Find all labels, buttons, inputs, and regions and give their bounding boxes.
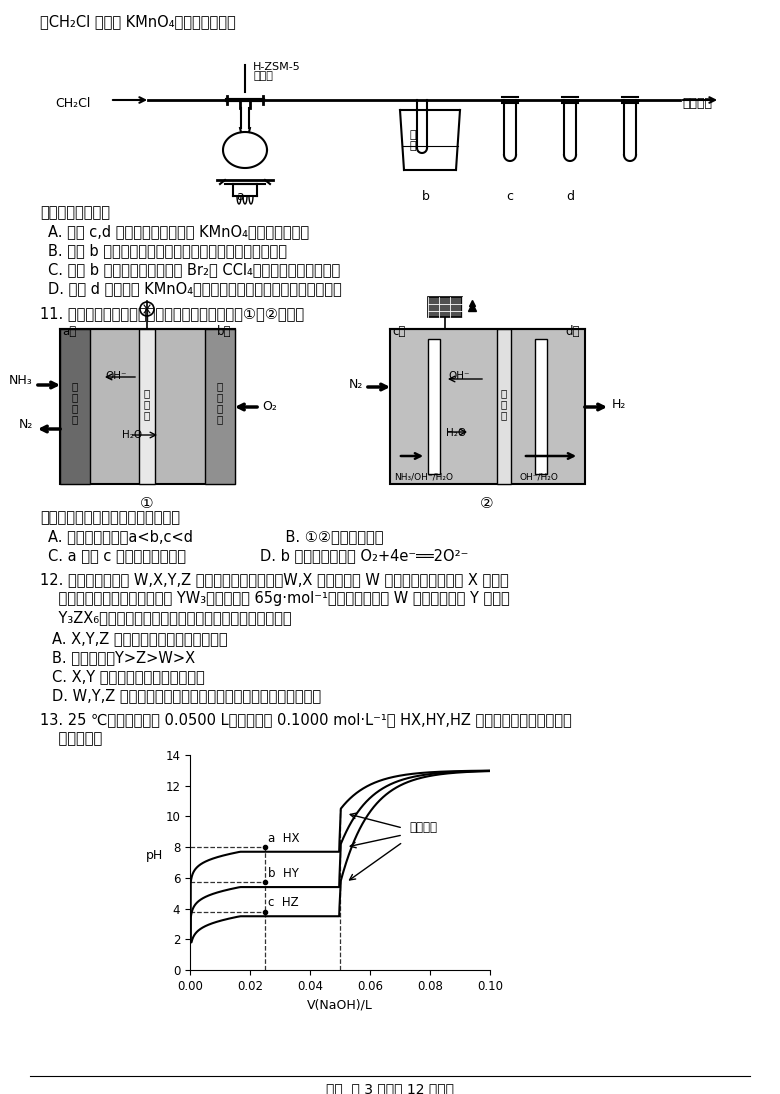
Text: 化: 化 [72,392,78,401]
Text: c极: c极 [392,325,406,338]
Text: NH₃/OH⁻/H₂O: NH₃/OH⁻/H₂O [394,472,453,481]
Text: 换: 换 [501,399,507,409]
Text: a极: a极 [62,325,76,338]
Text: Y₃ZX₆是冶炼铝工业中常用的助熔剂。下列说法错误的是: Y₃ZX₆是冶炼铝工业中常用的助熔剂。下列说法错误的是 [40,610,292,625]
Text: OH⁻: OH⁻ [448,371,470,381]
Text: 外层电子数相等；固态化合物 YW₃（摩尔质量 65g·mol⁻¹）受撞击时生成 W 的单质气体和 Y 单质；: 外层电子数相等；固态化合物 YW₃（摩尔质量 65g·mol⁻¹）受撞击时生成 … [40,591,510,606]
Text: 换: 换 [144,399,150,409]
Text: ①: ① [140,496,154,511]
Text: 分子筛: 分子筛 [253,71,273,81]
Text: 下列说法正确的是: 下列说法正确的是 [40,205,110,220]
Text: 冷: 冷 [410,130,417,140]
Text: C. 装置 b 试管中液态物质滴入 Br₂的 CCl₄溶液，会出现分层现象: C. 装置 b 试管中液态物质滴入 Br₂的 CCl₄溶液，会出现分层现象 [48,261,340,277]
Text: B. 原子半径：Y>Z>W>X: B. 原子半径：Y>Z>W>X [52,650,195,665]
Bar [205,329,235,484]
Text: 膜: 膜 [144,410,150,420]
Text: OH⁻: OH⁻ [105,371,126,381]
Text: 12. 短周期主族元素 W,X,Y,Z 的原子序数依次增大，W,X 同周期，且 W 原子核外电子总数与 X 原子最: 12. 短周期主族元素 W,X,Y,Z 的原子序数依次增大，W,X 同周期，且 … [40,572,509,587]
Text: 11. 直接氨燃料电池与电催化氨制氢装置分别如图①、②所示：: 11. 直接氨燃料电池与电催化氨制氢装置分别如图①、②所示： [40,306,304,321]
Text: 化: 化 [217,392,223,401]
Text: d: d [566,190,574,203]
Text: H₂O: H₂O [446,428,466,438]
Text: D. W,Y,Z 的最高价氧化物对应的水化物两两之间均能发生反应: D. W,Y,Z 的最高价氧化物对应的水化物两两之间均能发生反应 [52,688,321,703]
Text: b  HY: b HY [268,868,299,881]
Text: b: b [422,190,430,203]
Text: 两装置均工作时，下列说法正确的是: 两装置均工作时，下列说法正确的是 [40,510,180,525]
Bar [497,329,511,484]
Text: N₂: N₂ [19,418,33,431]
Text: C. a 极与 c 极的电极反应相同                D. b 极上电极反应为 O₂+4e⁻══2O²⁻: C. a 极与 c 极的电极反应相同 D. b 极上电极反应为 O₂+4e⁻══… [48,548,468,563]
Text: 剂: 剂 [72,403,78,414]
Text: 理综  第 3 页（共 12 页）】: 理综 第 3 页（共 12 页）】 [326,1082,454,1094]
Text: 剂: 剂 [217,403,223,414]
Text: H-ZSM-5: H-ZSM-5 [253,62,301,72]
Text: H₂: H₂ [612,398,626,411]
Bar [428,296,462,317]
Text: H₂O: H₂O [122,430,142,440]
Text: 膜: 膜 [501,410,507,420]
Text: OH⁻/H₂O: OH⁻/H₂O [520,472,559,481]
Bar [390,329,585,484]
Y-axis label: pH: pH [146,850,163,862]
Text: c: c [506,190,513,203]
Text: a: a [236,190,244,203]
Text: 水: 水 [410,141,417,151]
Text: 催: 催 [217,381,223,391]
Text: 变: 变 [501,388,507,398]
Text: 13. 25 ℃时，体积均为 0.0500 L，浓度均为 0.1000 mol·L⁻¹的 HX,HY,HZ 三种弱酸的滴定曲线分别: 13. 25 ℃时，体积均为 0.0500 L，浓度均为 0.1000 mol·… [40,712,572,728]
Bar [139,329,155,484]
Bar [535,339,547,474]
Text: B. 装置 b 中冷水冷却，可收集到的液态物质主要是液态烃: B. 装置 b 中冷水冷却，可收集到的液态物质主要是液态烃 [48,243,287,258]
Text: CH₂Cl: CH₂Cl [55,97,90,110]
Text: 层: 层 [72,414,78,424]
Text: NH₃: NH₃ [9,374,33,387]
Text: O₂: O₂ [262,400,277,414]
Text: d极: d极 [565,325,580,338]
Bar [60,329,235,484]
Text: 反应终点: 反应终点 [409,820,437,834]
Bar [428,339,440,474]
Text: 催: 催 [72,381,78,391]
Text: a  HX: a HX [268,831,300,845]
Text: A. 装置 c,d 中依次盛放的是酸性 KMnO₄溶液、石蕊溶液: A. 装置 c,d 中依次盛放的是酸性 KMnO₄溶液、石蕊溶液 [48,224,309,238]
Text: A. X,Y,Z 的简单离子的电子层结构相同: A. X,Y,Z 的简单离子的电子层结构相同 [52,631,228,645]
Text: D. 装置 d 中盛酸性 KMnO₄溶液，溶液褪色，说明一定有乙烯生成: D. 装置 d 中盛酸性 KMnO₄溶液，溶液褪色，说明一定有乙烯生成 [48,281,342,296]
Bar [60,329,90,484]
Text: 尾气处理: 尾气处理 [682,97,712,110]
Text: 如图所示：: 如图所示： [40,731,102,746]
Text: （CH₂Cl 与酸性 KMnO₄溶液不反应）。: （CH₂Cl 与酸性 KMnO₄溶液不反应）。 [40,14,236,30]
Text: b极: b极 [217,325,232,338]
Text: 变: 变 [144,388,150,398]
X-axis label: V(NaOH)/L: V(NaOH)/L [307,999,373,1011]
Text: ②: ② [480,496,494,511]
Text: c  HZ: c HZ [268,896,299,909]
Text: N₂: N₂ [349,379,363,391]
Text: C. X,Y 形成的化合物水溶液呈中性: C. X,Y 形成的化合物水溶液呈中性 [52,670,204,684]
Text: 层: 层 [217,414,223,424]
Text: A. 电极上的电势：a<b,c<d                    B. ①②总反应式相同: A. 电极上的电势：a<b,c<d B. ①②总反应式相同 [48,529,384,544]
